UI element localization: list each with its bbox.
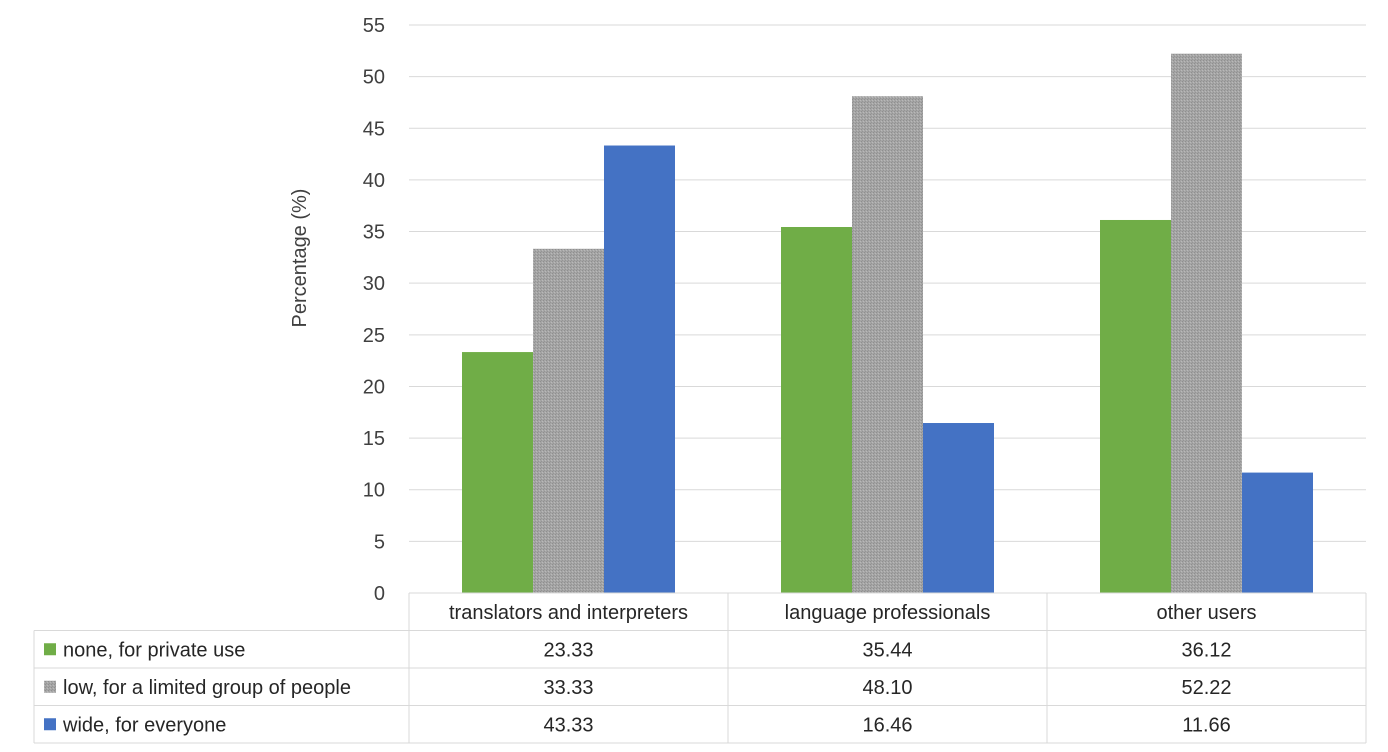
y-tick-label: 20 [363,376,385,398]
data-table: translators and interpreters language pro… [33,592,1367,744]
data-label: 43.33 [543,714,593,736]
bar [852,96,923,593]
y-tick-label: 10 [363,480,385,502]
data-label: 36.12 [1181,639,1231,661]
data-label: 23.33 [543,639,593,661]
y-tick-label: 5 [374,531,385,553]
data-label: 16.46 [862,714,912,736]
y-tick-label: 40 [363,170,385,192]
bar [1242,472,1313,593]
y-axis-ticks: 0 5 10 15 20 25 30 35 40 45 50 55 [363,15,385,605]
data-label: 33.33 [543,677,593,699]
legend-key [44,643,56,656]
category-label: other users [1156,602,1256,624]
y-tick-label: 35 [363,222,385,244]
data-label: 11.66 [1182,714,1231,736]
y-tick-label: 0 [374,583,385,605]
y-tick-label: 15 [363,428,385,450]
legend-key [44,680,56,693]
bar [462,352,533,593]
data-label: 48.10 [862,677,912,699]
legend-key [44,718,56,731]
legend-label: none, for private use [63,639,245,661]
bar [923,423,994,593]
data-label: 35.44 [862,639,912,661]
bar [533,248,604,594]
y-tick-label: 55 [363,15,385,37]
y-tick-label: 45 [363,118,385,140]
category-label: translators and interpreters [449,602,688,624]
data-label: 52.22 [1181,677,1231,699]
y-tick-label: 25 [363,325,385,347]
legend-label: low, for a limited group of people [63,677,351,699]
bars [462,53,1313,594]
bar [604,145,675,593]
y-tick-label: 50 [363,67,385,89]
y-tick-label: 30 [363,273,385,295]
legend-label: wide, for everyone [62,714,226,736]
bar [781,227,852,593]
y-axis-label: Percentage (%) [289,189,311,328]
bar [1100,219,1171,593]
bar [1171,53,1242,593]
category-label: language professionals [785,602,991,624]
